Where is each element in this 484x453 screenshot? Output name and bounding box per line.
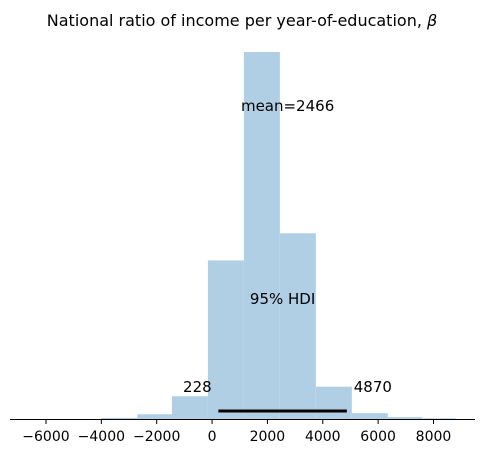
hdi-low-value: 228 [183, 378, 212, 396]
histogram-bar-7 [351, 413, 388, 419]
x-tick-label: −2000 [133, 429, 180, 445]
histogram-bar-2 [171, 396, 208, 419]
chart-title-text: National ratio of income per year-of-edu… [47, 11, 427, 30]
x-tick-label: 4000 [305, 429, 341, 445]
histogram-bar-6 [315, 386, 352, 419]
histogram-bar-0 [101, 417, 138, 419]
histogram-bar-4 [243, 52, 280, 419]
x-tick-label: 8000 [416, 429, 452, 445]
histogram-bar-1 [137, 414, 172, 419]
chart-title: National ratio of income per year-of-edu… [47, 11, 437, 30]
x-tick-label: −4000 [78, 429, 125, 445]
x-tick-label: 6000 [360, 429, 396, 445]
histogram-bar-8 [387, 417, 423, 419]
hdi-annotation: 95% HDI [250, 290, 315, 308]
histogram-bars [101, 52, 456, 419]
x-axis-ticks: −6000 −4000 −2000 0 2000 4000 6000 8000 [22, 419, 451, 445]
histogram-bar-5 [279, 233, 316, 419]
x-tick-label: 0 [208, 429, 217, 445]
histogram-bar-9 [422, 418, 456, 419]
x-tick-label: 2000 [250, 429, 286, 445]
histogram-bar-3 [207, 260, 244, 419]
hdi-high-value: 4870 [354, 378, 392, 396]
chart-title-symbol: β [426, 11, 437, 30]
x-tick-label: −6000 [22, 429, 69, 445]
mean-annotation: mean=2466 [241, 97, 334, 115]
